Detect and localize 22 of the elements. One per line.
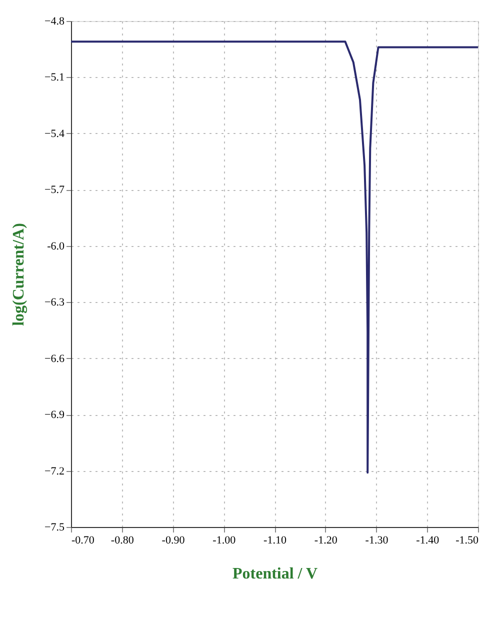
x-tick-label: -1.40 (416, 534, 440, 546)
y-tick-label: −6.3 (44, 296, 65, 309)
x-tick-label: -0.80 (110, 534, 134, 546)
y-tick-label: −7.5 (44, 522, 65, 534)
y-tick-label: −4.8 (44, 16, 65, 28)
x-tick-label: -1.10 (264, 534, 287, 546)
y-axis-title: log(Current/A) (10, 223, 28, 326)
y-tick-label: −5.7 (44, 184, 65, 196)
y-tick-label: −7.2 (44, 465, 64, 478)
x-tick-label: -1.20 (314, 534, 338, 546)
line-series (70, 40, 479, 474)
x-tick-label: -0.90 (162, 534, 186, 546)
y-tick-label: −6.9 (44, 409, 65, 422)
x-tick-label: -1.00 (212, 534, 236, 546)
x-tick-label: -0.70 (72, 534, 95, 546)
y-tick-label: −5.4 (44, 128, 65, 140)
y-tick-label: −5.1 (44, 72, 64, 84)
x-tick-label: -1.50 (456, 534, 479, 546)
y-tick-label: -6.0 (47, 240, 65, 252)
x-axis-title: Potential / V (232, 566, 318, 582)
y-tick-label: −6.6 (44, 352, 65, 365)
x-tick-label: -1.30 (365, 534, 389, 546)
